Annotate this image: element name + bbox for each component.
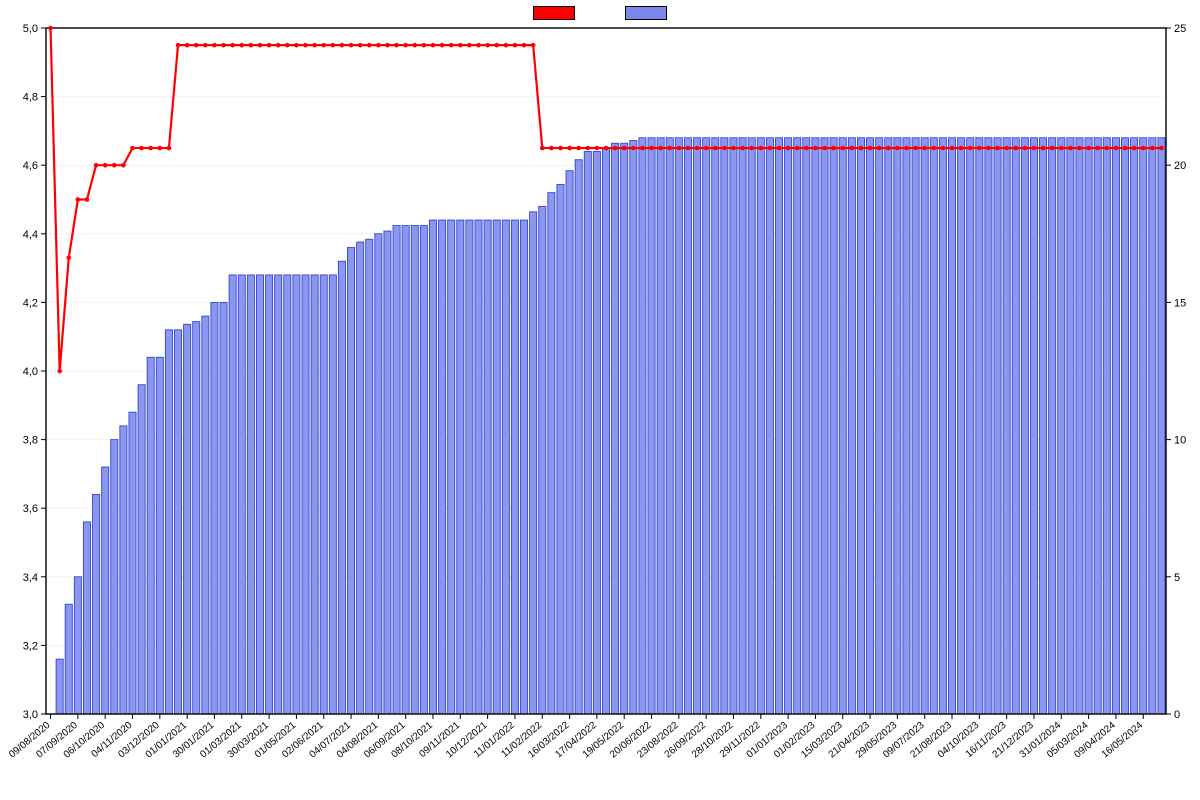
svg-text:3,6: 3,6 — [23, 503, 38, 515]
svg-text:5: 5 — [1174, 572, 1180, 584]
svg-text:15: 15 — [1174, 297, 1186, 309]
svg-text:3,0: 3,0 — [23, 709, 38, 721]
svg-text:4,6: 4,6 — [23, 160, 38, 172]
svg-text:4,2: 4,2 — [23, 297, 38, 309]
svg-text:4,0: 4,0 — [23, 366, 38, 378]
chart-svg: 3,0 3,2 3,4 3,6 3,8 4,0 4,2 4,4 4,6 4,8 5,0 0 5 10 15 2… — [0, 0, 1200, 800]
svg-text:4,8: 4,8 — [23, 92, 38, 104]
svg-text:3,2: 3,2 — [23, 640, 38, 652]
svg-text:4,4: 4,4 — [23, 229, 38, 241]
svg-text:20: 20 — [1174, 160, 1186, 172]
chart-container: 3,0 3,2 3,4 3,6 3,8 4,0 4,2 4,4 4,6 4,8 5,0 0 5 10 15 2… — [0, 0, 1200, 800]
svg-text:0: 0 — [1174, 709, 1180, 721]
svg-text:25: 25 — [1174, 23, 1186, 35]
svg-text:3,4: 3,4 — [23, 572, 38, 584]
svg-text:5,0: 5,0 — [23, 23, 38, 35]
svg-text:3,8: 3,8 — [23, 435, 38, 447]
svg-text:10: 10 — [1174, 435, 1186, 447]
